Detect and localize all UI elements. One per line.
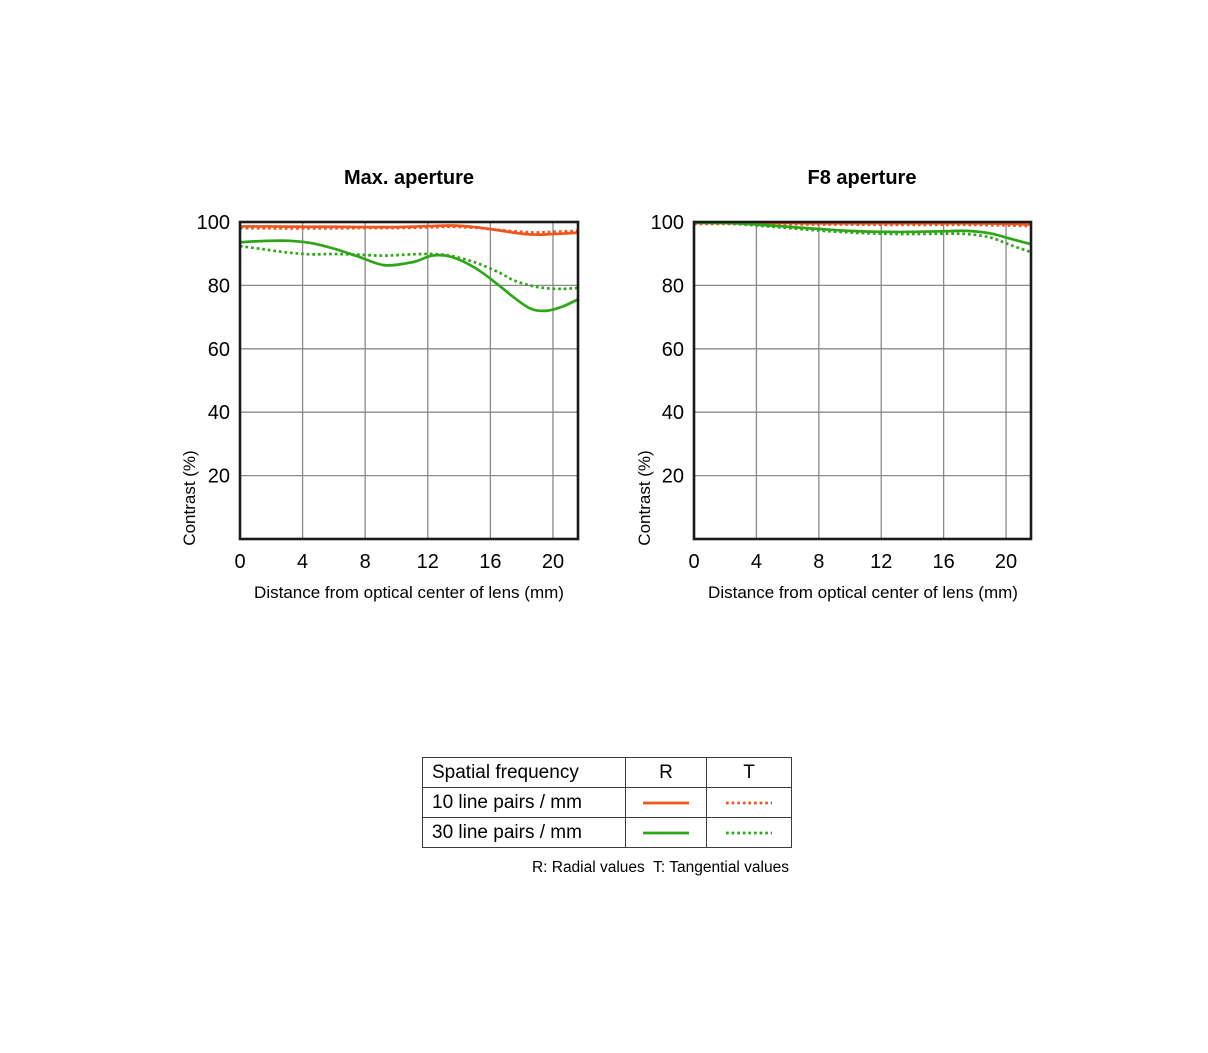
x-tick-label-8: 8 [813,551,824,573]
legend-table: Spatial frequency R T 10 line pairs / mm… [422,757,792,848]
x-tick-label-20: 20 [995,551,1017,573]
x-tick-label-0: 0 [688,551,699,573]
y-tick-label-40: 40 [662,402,684,424]
line-sample-10lp-radial [625,787,707,818]
mtf-plot-f8-aperture: 20 40 60 80 100 0 4 8 12 16 20 [651,212,1033,573]
green-solid-line-sample-icon [643,831,689,834]
x-axis-label-left: Distance from optical center of lens (mm… [254,583,564,602]
curve-0-0 [239,224,579,237]
curve-1-3 [693,221,1032,254]
x-tick-label-8: 8 [360,551,371,573]
legend-row-30lp: 30 line pairs / mm [422,817,792,848]
legend-row-10lp: 10 line pairs / mm [422,787,792,818]
chart-title-max-aperture: Max. aperture [343,167,475,189]
line-sample-10lp-tangential [706,787,792,818]
legend-footnote: R: Radial values T: Tangential values [531,859,789,876]
mtf-plot-max-aperture: 20 40 60 80 100 0 4 8 12 16 20 [197,212,580,573]
x-axis-label-right: Distance from optical center of lens (mm… [708,583,1018,602]
legend-header-row: Spatial frequency R T [422,757,792,788]
x-tick-label-20: 20 [542,551,564,573]
orange-dotted-line-sample-icon [726,801,772,804]
x-tick-label-16: 16 [479,551,501,573]
y-tick-label-80: 80 [208,275,230,297]
line-sample-30lp-tangential [706,817,792,848]
plot-frame [238,220,580,541]
plot-frame [692,220,1033,541]
curve-0-1 [239,225,579,234]
legend-label-10lp: 10 line pairs / mm [422,787,626,818]
y-tick-label-100: 100 [651,212,684,234]
x-tick-label-12: 12 [870,551,892,573]
y-tick-label-80: 80 [662,275,684,297]
y-tick-label-20: 20 [662,466,684,488]
x-tick-label-4: 4 [297,551,308,573]
green-dotted-line-sample-icon [726,831,772,834]
line-sample-30lp-radial [625,817,707,848]
y-tick-label-40: 40 [208,402,230,424]
x-tick-label-16: 16 [933,551,955,573]
x-tick-label-12: 12 [417,551,439,573]
x-tick-label-0: 0 [234,551,245,573]
y-tick-label-100: 100 [197,212,230,234]
legend-header-radial: R [625,757,707,788]
y-tick-label-60: 60 [662,339,684,361]
legend-label-30lp: 30 line pairs / mm [422,817,626,848]
curve-0-3 [239,244,579,291]
y-tick-label-60: 60 [208,339,230,361]
y-tick-label-20: 20 [208,466,230,488]
legend-header-spatial-frequency: Spatial frequency [422,757,626,788]
orange-solid-line-sample-icon [643,801,689,804]
x-tick-label-4: 4 [751,551,762,573]
curve-0-2 [239,239,579,313]
legend-header-tangential: T [706,757,792,788]
chart-title-f8-aperture: F8 aperture [807,167,917,189]
